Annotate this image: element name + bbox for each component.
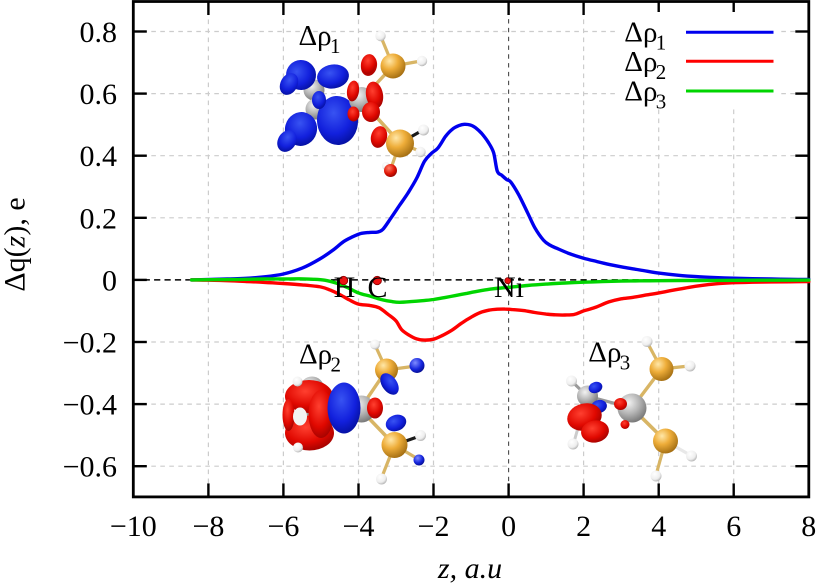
svg-text:H: H [334,271,356,304]
svg-text:−4: −4 [343,510,375,543]
svg-text:−6: −6 [267,510,299,543]
svg-text:C: C [367,271,387,304]
svg-text:−0.2: −0.2 [63,327,117,360]
svg-text:0.8: 0.8 [80,16,118,49]
svg-text:0.6: 0.6 [80,78,118,111]
svg-text:−2: −2 [418,510,450,543]
svg-text:−10: −10 [110,510,157,543]
svg-text:2: 2 [331,352,342,376]
svg-text:−0.4: −0.4 [63,389,117,422]
svg-text:3: 3 [620,350,631,374]
svg-text:−0.6: −0.6 [63,451,117,484]
svg-text:Δq(z), e: Δq(z), e [0,197,32,291]
svg-text:0.2: 0.2 [80,202,118,235]
svg-text:z, a.u: z, a.u [437,552,502,585]
svg-text:2: 2 [576,510,591,543]
svg-text:Δρ: Δρ [624,17,657,49]
svg-text:Δρ: Δρ [588,336,621,368]
svg-text:8: 8 [801,510,816,543]
svg-text:Ni: Ni [494,271,524,304]
svg-text:0: 0 [102,264,117,297]
svg-text:3: 3 [656,90,667,114]
svg-text:0: 0 [501,510,516,543]
svg-text:−8: −8 [192,510,224,543]
svg-text:Δρ: Δρ [299,338,332,370]
svg-text:6: 6 [726,510,741,543]
svg-text:1: 1 [656,31,667,55]
svg-text:2: 2 [656,60,667,84]
svg-text:Δρ: Δρ [624,46,657,78]
svg-text:4: 4 [651,510,666,543]
svg-text:0.4: 0.4 [80,140,118,173]
svg-text:Δρ: Δρ [299,20,332,52]
svg-text:Δρ: Δρ [624,76,657,108]
svg-text:1: 1 [330,34,341,58]
